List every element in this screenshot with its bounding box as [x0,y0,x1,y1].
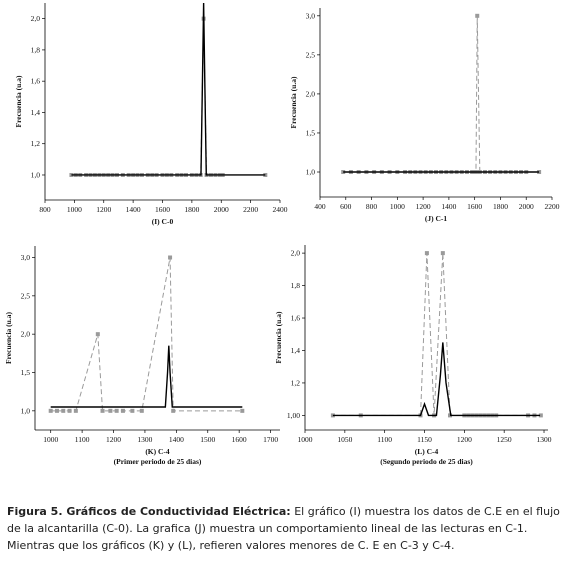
x-tick-label: 2400 [273,205,288,214]
y-tick-label: 2,0 [306,89,316,98]
marker [120,408,125,413]
y-tick-label: 1,4 [291,346,301,355]
y-axis-label: Frecuencia (u.a) [289,76,298,128]
x-tick-label: 2000 [214,205,229,214]
x-tick-label: 1200 [96,205,111,214]
series-line [50,257,243,412]
x-tick-label: 800 [39,205,51,214]
y-tick-label: 2,5 [21,291,31,300]
marker [475,13,480,18]
x-tick-label: 1200 [106,435,121,444]
x-tick-label: 1300 [537,435,552,444]
x-tick-label: 1800 [184,205,199,214]
marker [440,251,445,256]
y-tick-label: 1,6 [31,77,41,86]
x-tick-label: 2200 [243,205,258,214]
marker [108,408,113,413]
marker [139,408,144,413]
subtitle: (Primer periodo de 25 dias) [114,457,202,466]
marker [538,413,543,418]
x-tick-label: 400 [314,202,326,211]
y-tick-label: 1,0 [21,406,31,415]
y-tick-label: 1,0 [31,170,41,179]
x-tick-label: 1250 [497,435,512,444]
marker [424,251,429,256]
y-tick-label: 1,8 [31,45,41,54]
marker [48,408,53,413]
x-tick-label: 1200 [457,435,472,444]
x-tick-label: 1400 [169,435,184,444]
marker [61,408,66,413]
x-tick-label: 1000 [67,205,82,214]
y-tick-label: 2,0 [31,14,41,23]
series-line [71,2,266,176]
series-line [50,345,243,408]
x-tick-label: 1600 [467,202,482,211]
x-axis-label: (I) C-0 [152,217,174,226]
y-tick-label: 1,2 [291,378,301,387]
marker [130,408,135,413]
y-tick-label: 2,5 [306,50,316,59]
caption-text: El gráfico (I) muestra los datos de C.E … [7,505,560,552]
y-tick-label: 3,0 [306,11,316,20]
x-tick-label: 600 [340,202,352,211]
series-line [71,18,266,176]
x-tick-label: 1500 [200,435,215,444]
x-tick-label: 1700 [263,435,278,444]
x-tick-label: 1000 [43,435,58,444]
x-tick-label: 1600 [155,205,170,214]
y-axis-label: Frecuencia (u.a) [274,311,283,363]
marker [114,408,119,413]
x-tick-label: 1050 [337,435,352,444]
y-tick-label: 1,5 [21,368,31,377]
marker [73,408,78,413]
x-tick-label: 2000 [519,202,534,211]
y-tick-label: 3,0 [21,253,31,262]
x-tick-label: 1400 [441,202,456,211]
x-tick-label: 1400 [126,205,141,214]
caption-label: Figura 5. Gráficos de Conductividad Eléc… [7,505,291,518]
marker [171,408,176,413]
y-tick-label: 1,00 [287,411,300,420]
x-tick-label: 1200 [416,202,431,211]
y-tick-label: 1,8 [291,281,301,290]
x-tick-label: 1000 [390,202,405,211]
marker [240,408,245,413]
x-tick-label: 800 [366,202,378,211]
marker [54,408,59,413]
figure: 1,0 1,2 1,4 1,6 1,8 2,0 800 1000 1200 1400 1600 180… [4,2,560,466]
y-tick-label: 2,0 [291,249,301,258]
y-axis-label: Frecuencia (u.a) [14,75,23,127]
series-line [332,253,541,416]
x-tick-label: 1800 [493,202,508,211]
x-tick-label: 1600 [232,435,247,444]
marker [95,332,100,337]
x-tick-label: 1300 [137,435,152,444]
marker [168,255,173,260]
x-tick-label: 1100 [377,435,392,444]
x-axis-label: (L) C-4 [415,447,439,456]
x-tick-label: 1100 [75,435,90,444]
x-tick-label: 2200 [545,202,560,211]
y-tick-label: 2,0 [21,330,31,339]
y-tick-label: 1,6 [291,314,301,323]
marker [100,408,105,413]
x-tick-label: 1000 [298,435,313,444]
x-axis-label: (K) C-4 [145,447,170,456]
y-tick-label: 1,2 [31,139,41,148]
series-line [343,15,540,173]
y-tick-label: 1,0 [306,168,316,177]
y-tick-label: 1,4 [31,108,41,117]
x-tick-label: 1150 [417,435,432,444]
caption: Figura 5. Gráficos de Conductividad Eléc… [7,503,567,554]
y-axis-label: Frecuencia (u.a) [4,312,13,364]
series-line [332,342,541,417]
subtitle: (Segundo periodo de 25 dias) [380,457,473,466]
x-axis-label: (J) C-1 [425,214,448,223]
marker [448,413,453,418]
marker [67,408,72,413]
y-tick-label: 1,5 [306,128,316,137]
